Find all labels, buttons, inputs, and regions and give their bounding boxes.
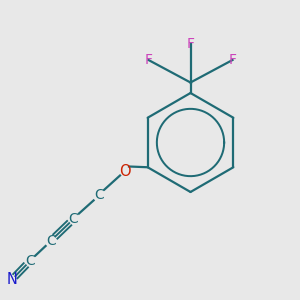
Text: F: F (145, 53, 152, 67)
Text: F: F (229, 53, 236, 67)
Text: C: C (46, 234, 56, 248)
Text: C: C (69, 212, 78, 226)
Text: O: O (119, 164, 130, 178)
Text: N: N (7, 272, 17, 287)
Text: C: C (94, 188, 104, 202)
Text: C: C (25, 254, 35, 268)
Text: F: F (187, 37, 194, 50)
